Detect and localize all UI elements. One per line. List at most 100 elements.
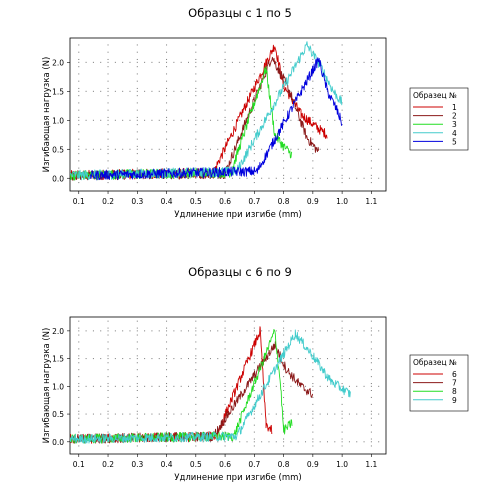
grid-dot: [370, 102, 372, 104]
grid-dot: [195, 90, 197, 92]
grid-dot: [261, 441, 263, 443]
grid-dot: [195, 44, 197, 46]
grid-dot: [151, 358, 153, 360]
grid-dot: [78, 116, 80, 118]
grid-dot: [136, 424, 138, 426]
grid-dot: [253, 441, 255, 443]
x-tick-label: 0.7: [248, 197, 260, 206]
grid-dot: [122, 413, 124, 415]
grid-dot: [297, 90, 299, 92]
grid-dot: [341, 385, 343, 387]
grid-dot: [129, 119, 131, 121]
grid-dot: [319, 119, 321, 121]
grid-dot: [78, 58, 80, 60]
grid-dot: [305, 330, 307, 332]
x-tick-label: 0.4: [161, 197, 173, 206]
grid-dot: [144, 413, 146, 415]
grid-dot: [195, 362, 197, 364]
grid-dot: [195, 160, 197, 162]
grid-dot: [107, 87, 109, 89]
grid-dot: [348, 413, 350, 415]
grid-dot: [283, 376, 285, 378]
grid-dot: [100, 61, 102, 63]
grid-dot: [166, 145, 168, 147]
grid-dot: [166, 441, 168, 443]
grid-dot: [261, 61, 263, 63]
grid-dot: [224, 330, 226, 332]
grid-dot: [312, 376, 314, 378]
grid-dot: [356, 177, 358, 179]
grid-dot: [217, 61, 219, 63]
grid-dot: [312, 410, 314, 412]
series-group: [70, 326, 351, 444]
grid-dot: [283, 330, 285, 332]
grid-dot: [261, 148, 263, 150]
grid-dot: [78, 383, 80, 385]
grid-dot: [341, 410, 343, 412]
grid-dot: [253, 131, 255, 133]
grid-dot: [188, 330, 189, 332]
grid-dot: [246, 330, 248, 332]
grid-dot: [363, 148, 365, 150]
grid-dot: [166, 119, 168, 121]
grid-dot: [122, 90, 124, 92]
grid-dot: [166, 396, 168, 398]
grid-dot: [202, 413, 204, 415]
grid-dot: [202, 358, 204, 360]
grid-dot: [114, 90, 116, 92]
grid-dot: [341, 148, 343, 150]
grid-dot: [107, 61, 109, 63]
grid-dot: [283, 413, 285, 415]
grid-dot: [283, 131, 285, 133]
grid-dot: [129, 385, 131, 387]
x-tick-label: 0.9: [307, 197, 319, 206]
grid-dot: [136, 355, 138, 357]
grid-dot: [378, 358, 380, 360]
grid-dot: [370, 80, 372, 82]
grid-dot: [107, 348, 109, 350]
grid-dot: [283, 383, 285, 385]
legend-entry: 7: [452, 379, 457, 388]
grid-dot: [166, 66, 168, 68]
grid-dot: [136, 160, 138, 162]
grid-dot: [144, 90, 146, 92]
grid-dot: [341, 116, 343, 118]
chart-title: Образцы с 1 по 5: [188, 6, 292, 20]
grid-dot: [166, 385, 168, 387]
grid-dot: [341, 51, 343, 53]
grid-dot: [224, 348, 226, 350]
grid-dot: [341, 138, 343, 140]
grid-dot: [348, 441, 350, 443]
grid-dot: [107, 148, 109, 150]
grid-dot: [341, 153, 343, 155]
grid-dot: [370, 109, 372, 111]
grid-dot: [107, 58, 109, 60]
grid-dot: [305, 90, 307, 92]
grid-dot: [231, 330, 233, 332]
grid-dot: [195, 116, 197, 118]
grid-dot: [290, 177, 292, 179]
x-tick-label: 0.8: [278, 460, 290, 469]
grid-dot: [173, 61, 175, 63]
grid-dot: [107, 167, 109, 169]
grid-dot: [151, 177, 153, 179]
grid-dot: [180, 385, 182, 387]
grid-dot: [356, 330, 358, 332]
grid-dot: [326, 330, 328, 332]
x-tick-label: 0.2: [102, 460, 114, 469]
grid-dot: [341, 102, 343, 104]
grid-dot: [122, 358, 124, 360]
grid-dot: [261, 90, 263, 92]
grid-dot: [246, 358, 248, 360]
grid-dot: [195, 182, 197, 184]
grid-dot: [173, 358, 175, 360]
chart-title: Образцы с 6 по 9: [188, 265, 292, 279]
grid-dot: [78, 182, 80, 184]
grid-dot: [136, 396, 138, 398]
grid-dot: [188, 441, 189, 443]
grid-dot: [341, 403, 343, 405]
grid-dot: [78, 327, 80, 329]
grid-dot: [312, 330, 314, 332]
grid-dot: [370, 174, 372, 176]
grid-dot: [78, 138, 80, 140]
